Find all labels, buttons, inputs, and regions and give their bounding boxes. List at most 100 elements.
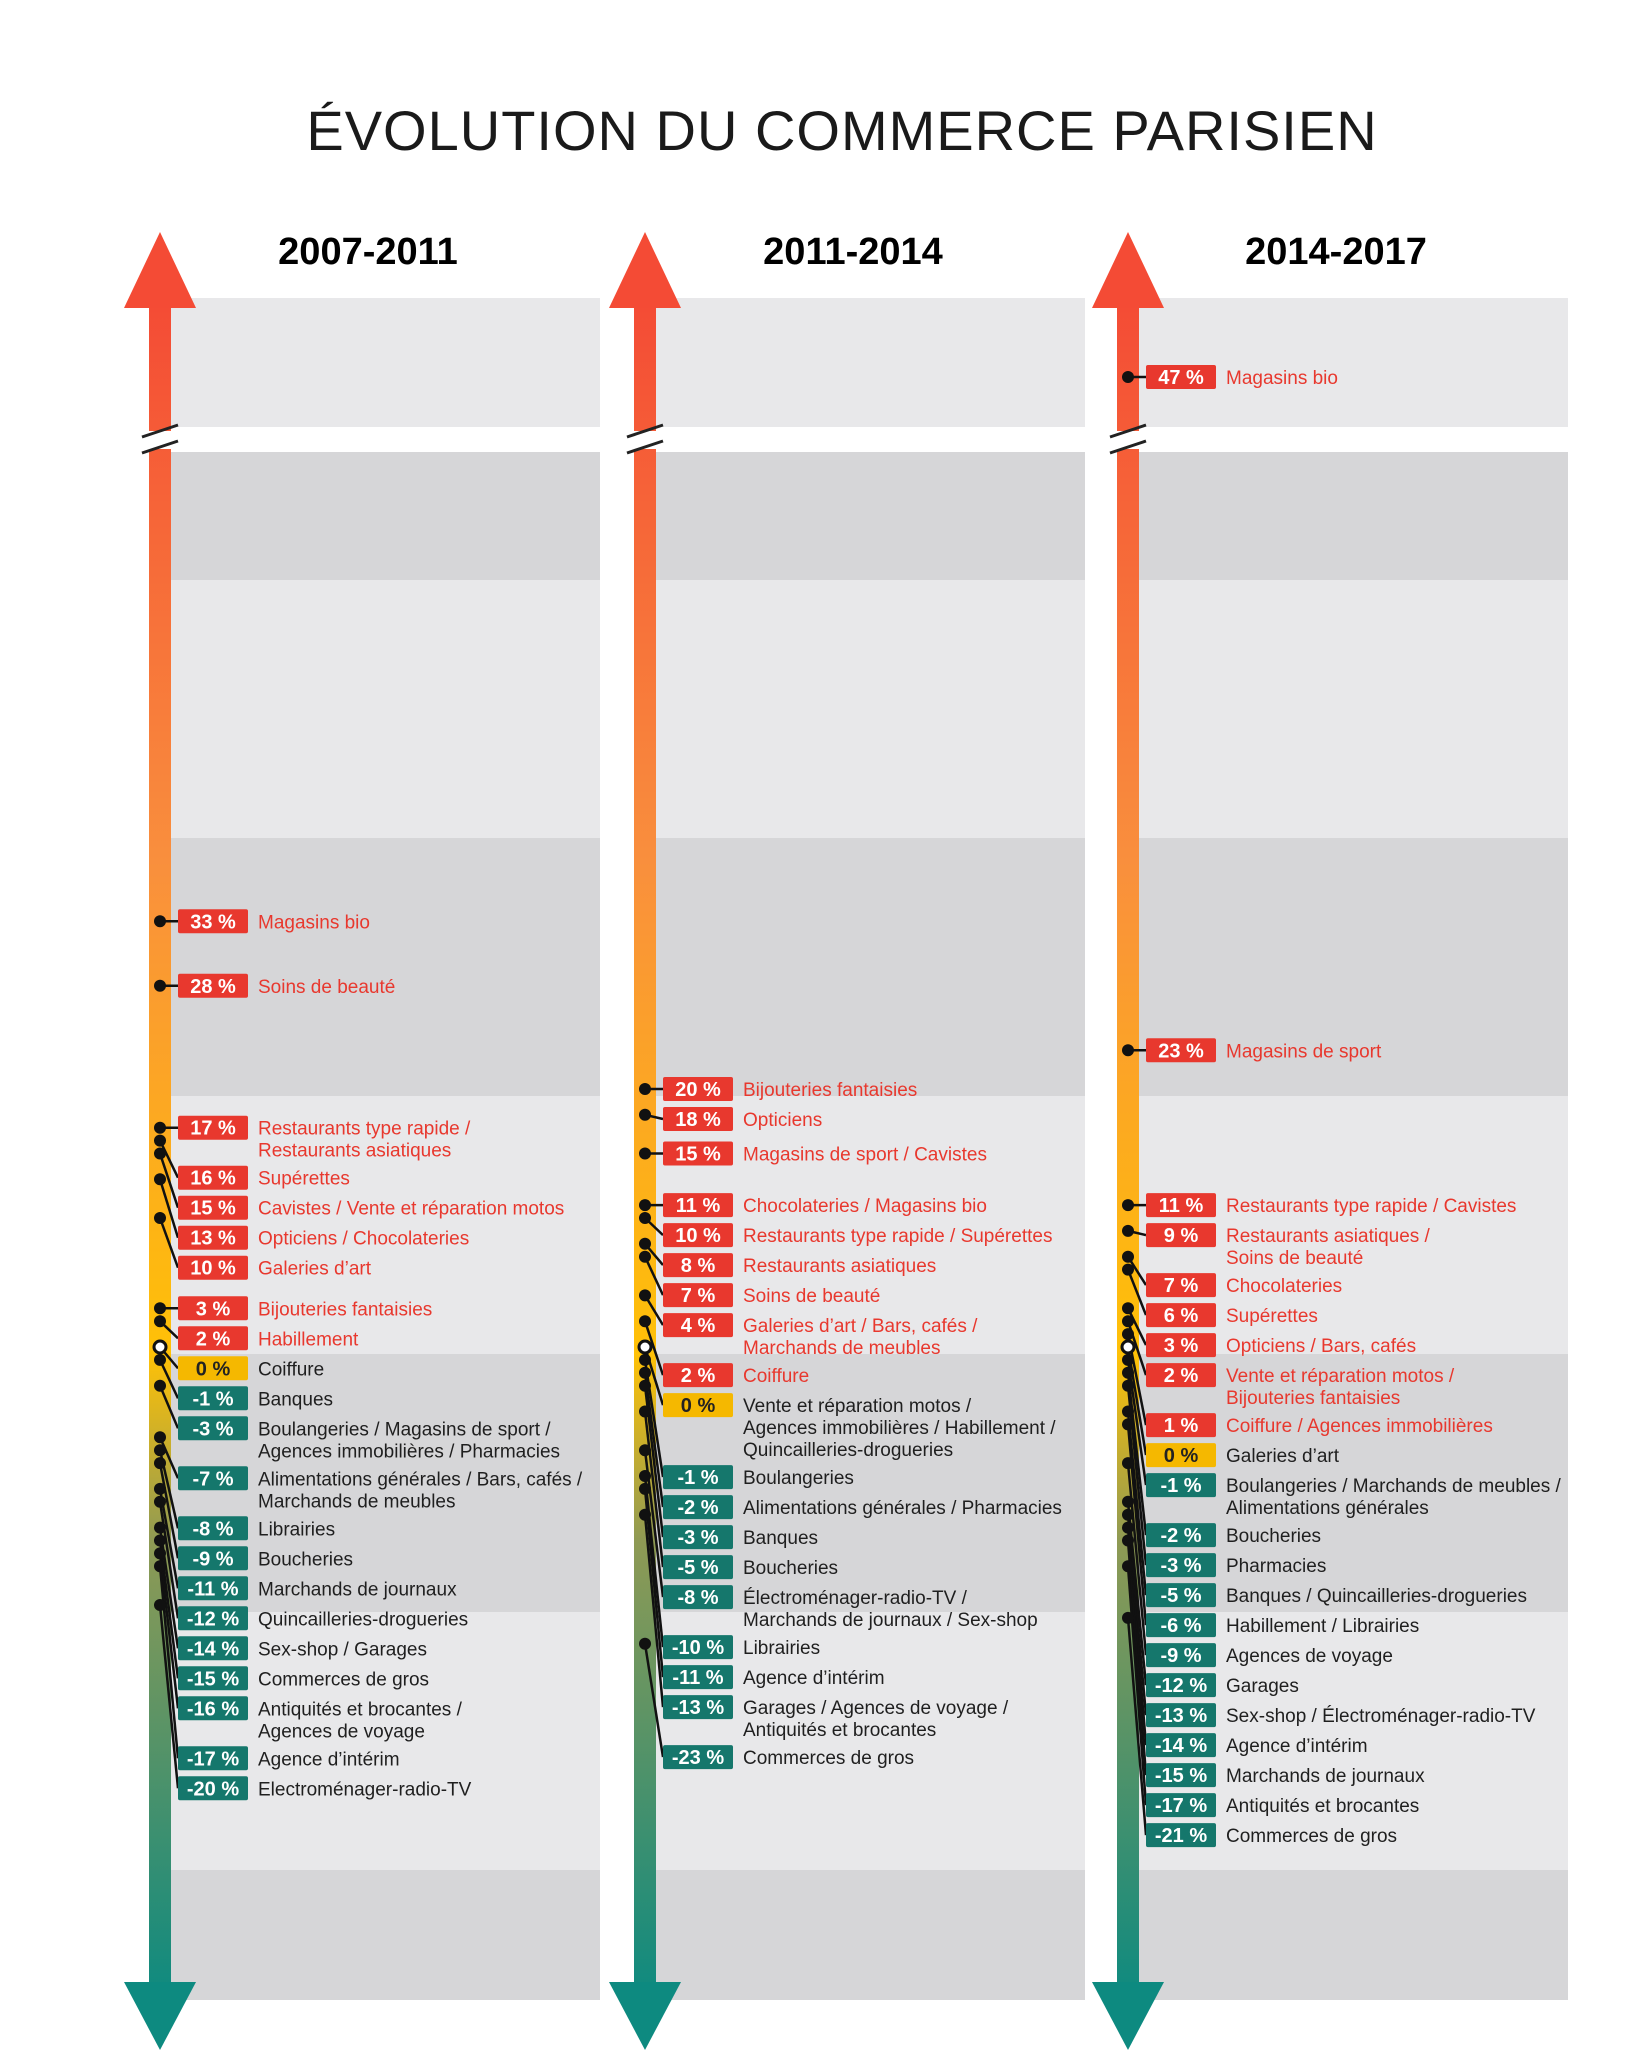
- value-label: -5 %: [677, 1557, 718, 1579]
- data-point: 3 % Bijouteries fantaisies: [154, 1296, 432, 1321]
- point-marker: [154, 1560, 166, 1573]
- data-point: 8 % Restaurants asiatiques: [639, 1237, 936, 1278]
- value-badge: [178, 909, 248, 934]
- value-badge: [178, 973, 248, 998]
- category-label: Commerces de gros: [743, 1748, 914, 1769]
- data-point: 47 % Magasins bio: [1122, 365, 1338, 389]
- point-marker: [1122, 371, 1134, 383]
- category-label: Chocolateries: [1226, 1276, 1342, 1297]
- band-1-3: [170, 580, 600, 838]
- point-marker: [1122, 1418, 1134, 1431]
- data-point: 6 % Supérettes: [1122, 1263, 1318, 1328]
- category-label: Magasins de sport / Cavistes: [743, 1145, 987, 1166]
- category-label: Coiffure: [743, 1366, 809, 1387]
- value-badge: [663, 1253, 733, 1278]
- point-marker: [639, 1482, 651, 1495]
- point-marker: [154, 1315, 166, 1328]
- value-label: -11 %: [187, 1578, 238, 1600]
- data-point: -9 % Boucheries: [154, 1457, 353, 1571]
- data-point: -3 % Pharmacies: [1122, 1379, 1326, 1578]
- data-point: 7 % Chocolateries: [1122, 1250, 1342, 1298]
- leader-line: [643, 1411, 665, 1568]
- category-label: Magasins bio: [1226, 368, 1338, 389]
- category-label: Opticiens / Chocolateries: [258, 1229, 469, 1250]
- point-marker: [154, 1457, 166, 1470]
- leader-line: [158, 1217, 180, 1269]
- period-heading: 2007-2011: [278, 231, 458, 273]
- data-point: 10 % Galeries d’art: [154, 1212, 372, 1280]
- value-badge: [663, 1283, 733, 1308]
- leader-line: [643, 1256, 665, 1296]
- value-label: -16 %: [187, 1698, 239, 1720]
- value-label: 3 %: [196, 1298, 231, 1320]
- data-point: 16 % Supérettes: [154, 1134, 350, 1190]
- leader-line: [1126, 1307, 1148, 1346]
- value-badge: [663, 1745, 733, 1770]
- point-marker: [1122, 1457, 1134, 1470]
- data-point: -2 % Boucheries: [1122, 1366, 1321, 1548]
- value-badge: [663, 1193, 733, 1218]
- leader-line: [158, 1436, 180, 1479]
- value-label: -2 %: [1160, 1525, 1201, 1547]
- value-badge: [1146, 1223, 1216, 1248]
- arrow-up-icon: [609, 232, 681, 308]
- value-label: -8 %: [677, 1587, 718, 1609]
- value-label: 0 %: [1164, 1445, 1199, 1467]
- data-point: 17 % Restaurants type rapide /Restaurants…: [154, 1115, 471, 1162]
- category-label: Galeries d’art / Bars, cafés /: [743, 1316, 978, 1337]
- value-badge: [663, 1141, 733, 1166]
- value-badge: [663, 1107, 733, 1131]
- leader-line: [158, 1604, 180, 1789]
- point-marker: [1122, 1611, 1134, 1624]
- point-marker: [1122, 1250, 1134, 1263]
- point-marker: [639, 1147, 651, 1160]
- point-marker: [639, 1289, 651, 1302]
- data-point: -3 % Banques: [639, 1379, 818, 1550]
- category-label: Antiquités et brocantes: [743, 1720, 936, 1741]
- category-label: Soins de beauté: [1226, 1248, 1363, 1269]
- value-label: 33 %: [190, 911, 236, 933]
- value-label: -3 %: [192, 1418, 233, 1440]
- value-label: -3 %: [1160, 1555, 1201, 1577]
- category-label: Restaurants type rapide / Cavistes: [1226, 1196, 1516, 1217]
- point-marker: [1122, 1366, 1134, 1379]
- point-marker: [154, 1147, 166, 1160]
- value-label: -8 %: [192, 1518, 233, 1540]
- point-marker: [1122, 1495, 1134, 1508]
- value-badge: [1146, 1473, 1216, 1498]
- band-2-2: [655, 452, 1085, 580]
- data-point: 15 % Magasins de sport / Cavistes: [639, 1141, 987, 1166]
- value-badge: [1146, 1193, 1216, 1218]
- value-badge: [663, 1495, 733, 1520]
- category-label: Sex-shop / Garages: [258, 1639, 427, 1660]
- category-label: Boulangeries: [743, 1468, 854, 1489]
- leader-line: [643, 1475, 665, 1648]
- leader-line: [1126, 1269, 1148, 1316]
- value-badge: [178, 1516, 248, 1541]
- point-marker: [154, 1431, 166, 1444]
- value-badge: [178, 1326, 248, 1351]
- value-label: -17 %: [187, 1748, 239, 1770]
- category-label: Restaurants asiatiques /: [1226, 1226, 1431, 1247]
- category-label: Agence d’intérim: [1226, 1736, 1368, 1757]
- data-point: 15 % Cavistes / Vente et réparation motos: [154, 1147, 564, 1220]
- category-label: Soins de beauté: [258, 977, 395, 998]
- category-label: Electroménager-radio-TV: [258, 1779, 472, 1800]
- category-label: Boucheries: [1226, 1526, 1321, 1547]
- point-marker: [154, 1495, 166, 1508]
- category-label: Coiffure: [258, 1359, 324, 1380]
- value-label: 8 %: [681, 1255, 716, 1277]
- value-badge: [663, 1585, 733, 1610]
- leader-line: [158, 1527, 180, 1649]
- data-point: -12 % Quincailleries-drogueries: [154, 1495, 468, 1631]
- data-point: 11 % Chocolateries / Magasins bio: [639, 1193, 987, 1218]
- data-point: -8 % Librairies: [154, 1444, 335, 1541]
- leader-line: [158, 1501, 180, 1619]
- value-label: -12 %: [1155, 1675, 1207, 1697]
- point-marker-open: [152, 1339, 168, 1355]
- value-badge: [178, 1195, 248, 1220]
- data-point: 2 % Habillement: [154, 1315, 359, 1351]
- value-label: 11 %: [1159, 1195, 1204, 1217]
- data-point: 0 % Galeries d’art: [1120, 1339, 1340, 1468]
- value-badge: [663, 1363, 733, 1388]
